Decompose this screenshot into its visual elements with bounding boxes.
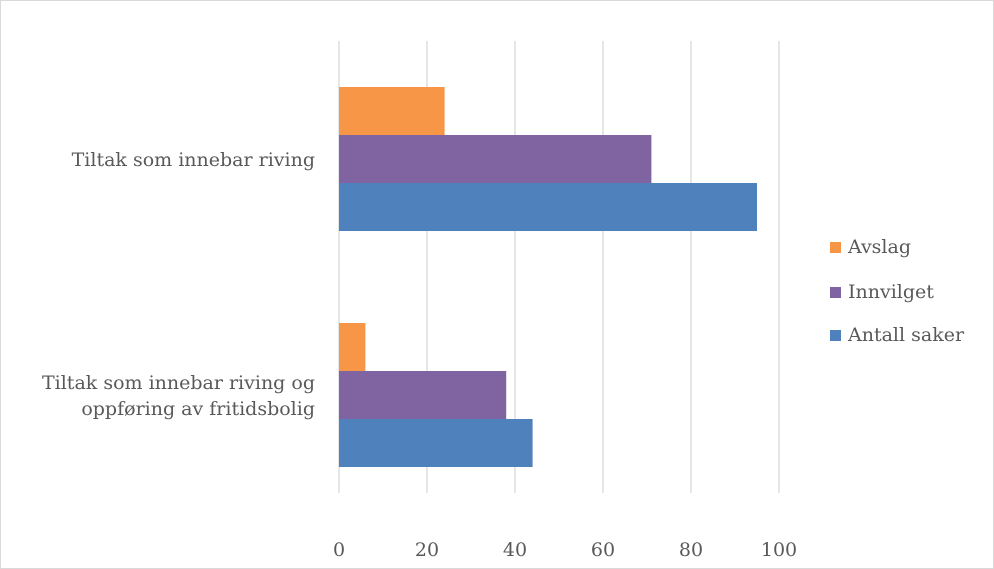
bar-avslag-cat2	[339, 323, 366, 371]
category-label: Tiltak som innebar riving	[72, 149, 315, 171]
category-labels: Tiltak som innebar riving Tiltak som inne…	[42, 149, 315, 420]
legend: Avslag Innvilget Antall saker	[830, 236, 965, 346]
bars	[339, 87, 757, 467]
bar-innvilget-cat1	[339, 135, 652, 183]
legend-swatch	[830, 287, 841, 298]
bar-antall-saker-cat2	[339, 419, 533, 467]
bar-antall-saker-cat1	[339, 183, 757, 231]
bar-innvilget-cat2	[339, 371, 507, 419]
bar-avslag-cat1	[339, 87, 445, 135]
x-tick-label: 60	[591, 539, 615, 561]
legend-swatch	[830, 330, 841, 341]
x-tick-label: 40	[503, 539, 527, 561]
x-tick-label: 100	[761, 539, 797, 561]
x-tick-label: 80	[679, 539, 703, 561]
x-axis-ticks: 0 20 40 60 80 100	[333, 539, 797, 561]
x-tick-label: 0	[333, 539, 345, 561]
category-label: Tiltak som innebar riving og	[42, 372, 315, 394]
category-label: oppføring av fritidsbolig	[81, 398, 315, 420]
x-tick-label: 20	[415, 539, 439, 561]
legend-label: Antall saker	[847, 324, 965, 346]
legend-label: Avslag	[847, 236, 911, 258]
legend-label: Innvilget	[848, 281, 934, 303]
legend-swatch	[830, 242, 841, 253]
